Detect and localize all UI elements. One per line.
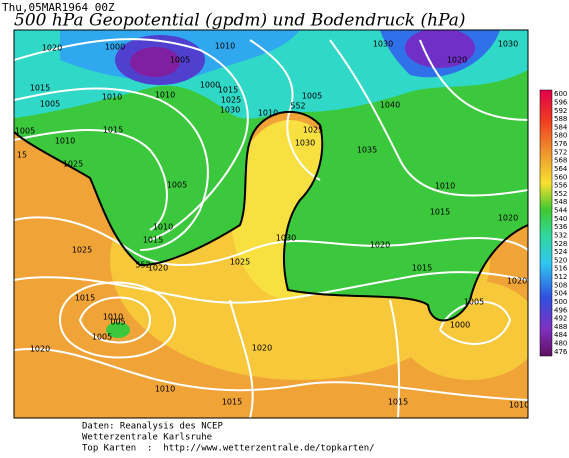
map-field: 1020 1000 1005 1010 1030 1030 1020 1015 1010 1000… xyxy=(14,30,529,418)
footer-line: Wetterzentrale Karlsruhe xyxy=(82,433,212,443)
isobar-label: 1010 xyxy=(258,109,278,118)
footer-line: Top Karten : http://www.wetterzentrale.d… xyxy=(82,444,375,454)
colorbar-label: 524 xyxy=(554,248,568,256)
isobar-label: 1010 xyxy=(215,42,235,51)
colorbar-label: 552 xyxy=(554,190,567,198)
isobar-label: 1015 xyxy=(218,86,238,95)
colorbar-label: 596 xyxy=(554,98,568,106)
isobar-label: 1010 xyxy=(435,182,455,191)
isobar-label: 1005 xyxy=(92,333,112,342)
isobar-label: 1000 xyxy=(450,321,470,330)
colorbar-label: 588 xyxy=(554,115,567,123)
colorbar-label: 504 xyxy=(554,290,568,298)
colorbar-label: 544 xyxy=(554,207,568,215)
isobar-label: 1025 xyxy=(303,126,323,135)
colorbar-label: 492 xyxy=(554,315,567,323)
colorbar-label: 576 xyxy=(554,140,568,148)
colorbar-label: 476 xyxy=(554,348,568,356)
isobar-label: 1015 xyxy=(430,208,450,217)
isobar-label: 1025 xyxy=(221,96,241,105)
isobar-label: 1020 xyxy=(498,214,518,223)
isobar-label: 005 xyxy=(110,318,125,327)
title: 500 hPa Geopotential (gpdm) und Bodendru… xyxy=(14,11,466,31)
isobar-label: 1015 xyxy=(75,294,95,303)
colorbar-label: 536 xyxy=(554,223,568,231)
isobar-label: 1005 xyxy=(15,127,35,136)
isobar-label: 1015 xyxy=(222,398,242,407)
isobar-label: 15 xyxy=(17,151,27,160)
isobar-label: 1005 xyxy=(464,298,484,307)
isobar-label: 1010 xyxy=(153,223,173,232)
isobar-label: 1000 xyxy=(200,81,220,90)
isobar-label: 1010 xyxy=(155,385,175,394)
footer-line: Daten: Reanalysis des NCEP xyxy=(82,422,223,432)
isobar-label: 1030 xyxy=(220,106,240,115)
isobar-label: 1015 xyxy=(388,398,408,407)
colorbar-label: 556 xyxy=(554,182,568,190)
colorbar-label: 580 xyxy=(554,132,567,140)
isobar-label: 1010 xyxy=(103,313,123,322)
colorbar-label: 572 xyxy=(554,148,567,156)
isobar-label: 1020 xyxy=(447,56,467,65)
colorbar-label: 568 xyxy=(554,157,567,165)
colorbar-label: 540 xyxy=(554,215,567,223)
isobar-label: 1015 xyxy=(412,264,432,273)
isobar-label: 1030 xyxy=(498,40,518,49)
isobar-label: 1030 xyxy=(295,139,315,148)
isobar-label: 552 xyxy=(135,261,150,270)
colorbar-label: 484 xyxy=(554,331,568,339)
isobar-label: 1025 xyxy=(72,246,92,255)
isobar-label: 1000 xyxy=(105,43,125,52)
colorbar-label: 480 xyxy=(554,340,567,348)
isobar-label: 1030 xyxy=(276,234,296,243)
colorbar-label: 532 xyxy=(554,231,567,239)
colorbar-label: 516 xyxy=(554,265,568,273)
colorbar-label: 520 xyxy=(554,256,567,264)
isobar-label: 1035 xyxy=(357,146,377,155)
colorbar-label: 548 xyxy=(554,198,567,206)
isobar-label: 1020 xyxy=(30,345,50,354)
colorbar-label: 508 xyxy=(554,281,567,289)
map-frame xyxy=(13,29,529,419)
isobar-label: 1010 xyxy=(155,91,175,100)
date: Thu,05MAR1964 00Z xyxy=(2,1,115,14)
colorbar-label: 496 xyxy=(554,306,568,314)
isobar-label: 1020 xyxy=(42,44,62,53)
isobar-label: 1005 xyxy=(167,181,187,190)
isobar-label: 1025 xyxy=(63,160,83,169)
colorbar-label: 560 xyxy=(554,173,567,181)
isobar-label: 1020 xyxy=(370,241,390,250)
isobar-label: 1015 xyxy=(30,84,50,93)
isobar-label: 1030 xyxy=(373,40,393,49)
colorbar-label: 488 xyxy=(554,323,567,331)
colorbar-label: 584 xyxy=(554,123,568,131)
colorbar-label: 500 xyxy=(554,298,567,306)
colorbar xyxy=(539,89,553,357)
colorbar-label: 512 xyxy=(554,273,567,281)
colorbar-label: 592 xyxy=(554,107,567,115)
isobar-label: 1005 xyxy=(40,100,60,109)
isobar-label: 1005 xyxy=(302,92,322,101)
isobar-label: 1010 xyxy=(55,137,75,146)
isobar-label: 1010 xyxy=(102,93,122,102)
isobar-label: 1015 xyxy=(143,236,163,245)
isobar-label: 1020 xyxy=(148,264,168,273)
isobar-label: 552 xyxy=(290,102,305,111)
isobar-label: 1040 xyxy=(380,101,400,110)
isobar-label: 1025 xyxy=(230,258,250,267)
isobar-label: 1015 xyxy=(103,126,123,135)
isobar-label: 1005 xyxy=(170,56,190,65)
isobar-label: 1020 xyxy=(507,277,527,286)
isobar-label: 1010 xyxy=(509,401,529,410)
colorbar-label: 600 xyxy=(554,90,567,98)
colorbar-label: 528 xyxy=(554,240,567,248)
isobar-label: 1020 xyxy=(252,344,272,353)
colorbar-label: 564 xyxy=(554,165,568,173)
